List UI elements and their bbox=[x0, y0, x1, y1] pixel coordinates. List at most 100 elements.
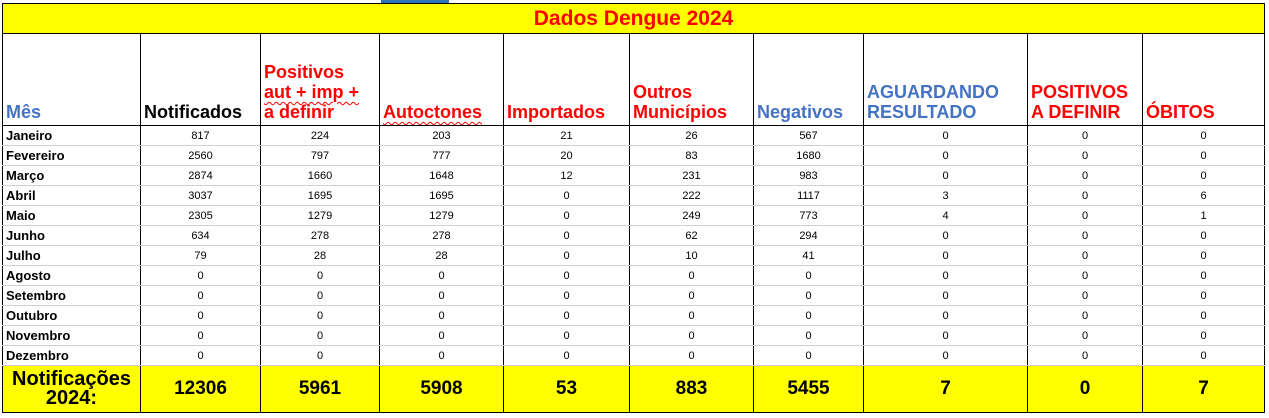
cell-importados: 0 bbox=[503, 305, 630, 326]
cell-outros: 26 bbox=[629, 125, 754, 146]
cell-outros: 83 bbox=[629, 145, 754, 166]
cell-positivos: 1695 bbox=[260, 185, 380, 206]
cell-aguardando: 0 bbox=[863, 225, 1028, 246]
total-notificados: 12306 bbox=[140, 365, 261, 413]
cell-positivos: 0 bbox=[260, 265, 380, 286]
cell-pos-definir: 0 bbox=[1027, 125, 1143, 146]
cell-positivos: 224 bbox=[260, 125, 380, 146]
data-rows: Janeiro 817 224 203 21 26 567 0 0 0 Fevereiro 2560 7… bbox=[2, 125, 1266, 366]
cell-obitos: 0 bbox=[1141, 325, 1266, 346]
cell-importados: 0 bbox=[503, 185, 630, 206]
header-positivos-line2: aut + imp + bbox=[264, 82, 360, 102]
cell-notificados: 79 bbox=[140, 245, 261, 266]
cell-mes: Janeiro bbox=[2, 125, 141, 146]
cell-negativos: 0 bbox=[753, 345, 864, 366]
cell-outros: 0 bbox=[629, 345, 754, 366]
cell-outros: 231 bbox=[629, 165, 754, 186]
header-obitos: ÓBITOS bbox=[1141, 33, 1266, 126]
total-importados: 53 bbox=[503, 365, 630, 413]
cell-positivos: 0 bbox=[260, 305, 380, 326]
cell-notificados: 2560 bbox=[140, 145, 261, 166]
cell-obitos: 0 bbox=[1141, 265, 1266, 286]
cell-autoctones: 777 bbox=[379, 145, 504, 166]
table-row: Maio 2305 1279 1279 0 249 773 4 0 1 bbox=[2, 205, 1266, 226]
cell-importados: 20 bbox=[503, 145, 630, 166]
cell-negativos: 567 bbox=[753, 125, 864, 146]
cell-pos-definir: 0 bbox=[1027, 185, 1143, 206]
total-negativos: 5455 bbox=[753, 365, 864, 413]
totals-label: Notificações 2024: bbox=[2, 365, 141, 413]
total-autoctones: 5908 bbox=[379, 365, 504, 413]
cell-notificados: 0 bbox=[140, 305, 261, 326]
cell-outros: 62 bbox=[629, 225, 754, 246]
total-positivos: 5961 bbox=[260, 365, 380, 413]
cell-importados: 0 bbox=[503, 245, 630, 266]
cell-aguardando: 4 bbox=[863, 205, 1028, 226]
table-row: Março 2874 1660 1648 12 231 983 0 0 0 bbox=[2, 165, 1266, 186]
cell-negativos: 0 bbox=[753, 265, 864, 286]
cell-mes: Maio bbox=[2, 205, 141, 226]
cell-mes: Dezembro bbox=[2, 345, 141, 366]
header-autoctones-text: Autoctones bbox=[383, 102, 482, 122]
cell-notificados: 0 bbox=[140, 345, 261, 366]
cell-outros: 0 bbox=[629, 325, 754, 346]
table-row: Junho 634 278 278 0 62 294 0 0 0 bbox=[2, 225, 1266, 246]
cell-importados: 21 bbox=[503, 125, 630, 146]
cell-mes: Outubro bbox=[2, 305, 141, 326]
cell-positivos: 0 bbox=[260, 345, 380, 366]
header-pos-definir-line1: POSITIVOS bbox=[1031, 82, 1129, 102]
header-negativos: Negativos bbox=[753, 33, 864, 126]
cell-aguardando: 0 bbox=[863, 325, 1028, 346]
cell-negativos: 1117 bbox=[753, 185, 864, 206]
cell-mes: Julho bbox=[2, 245, 141, 266]
cell-autoctones: 203 bbox=[379, 125, 504, 146]
cell-pos-definir: 0 bbox=[1027, 265, 1143, 286]
header-positivos-line1: Positivos bbox=[264, 62, 345, 82]
header-row: Mês Notificados Positivos aut + imp + a … bbox=[2, 33, 1266, 126]
cell-negativos: 0 bbox=[753, 285, 864, 306]
cell-positivos: 278 bbox=[260, 225, 380, 246]
totals-label-line2: 2024: bbox=[45, 387, 98, 409]
cell-notificados: 2874 bbox=[140, 165, 261, 186]
cell-obitos: 0 bbox=[1141, 145, 1266, 166]
cell-obitos: 0 bbox=[1141, 345, 1266, 366]
cell-autoctones: 1648 bbox=[379, 165, 504, 186]
header-outros-line2: Municípios bbox=[633, 102, 727, 122]
header-positivos: Positivos aut + imp + a definir bbox=[260, 33, 380, 126]
header-importados: Importados bbox=[503, 33, 630, 126]
total-outros: 883 bbox=[629, 365, 754, 413]
cell-positivos: 0 bbox=[260, 285, 380, 306]
cell-outros: 0 bbox=[629, 265, 754, 286]
cell-autoctones: 0 bbox=[379, 325, 504, 346]
cell-autoctones: 0 bbox=[379, 285, 504, 306]
cell-mes: Junho bbox=[2, 225, 141, 246]
cell-positivos: 0 bbox=[260, 325, 380, 346]
totals-row: Notificações 2024: 12306 5961 5908 53 88… bbox=[2, 365, 1266, 413]
cell-importados: 0 bbox=[503, 265, 630, 286]
table-row: Outubro 0 0 0 0 0 0 0 0 0 bbox=[2, 305, 1266, 326]
cell-positivos: 1279 bbox=[260, 205, 380, 226]
header-outros: Outros Municípios bbox=[629, 33, 754, 126]
cell-obitos: 0 bbox=[1141, 165, 1266, 186]
cell-obitos: 0 bbox=[1141, 245, 1266, 266]
cell-outros: 0 bbox=[629, 285, 754, 306]
cell-negativos: 294 bbox=[753, 225, 864, 246]
table-row: Fevereiro 2560 797 777 20 83 1680 0 0 0 bbox=[2, 145, 1266, 166]
cell-aguardando: 0 bbox=[863, 165, 1028, 186]
cell-importados: 0 bbox=[503, 225, 630, 246]
cell-autoctones: 1695 bbox=[379, 185, 504, 206]
total-pos-definir: 0 bbox=[1027, 365, 1143, 413]
cell-mes: Agosto bbox=[2, 265, 141, 286]
header-positivos-line3: a definir bbox=[264, 102, 335, 122]
cell-outros: 0 bbox=[629, 305, 754, 326]
header-outros-line1: Outros bbox=[633, 82, 693, 102]
table-row: Janeiro 817 224 203 21 26 567 0 0 0 bbox=[2, 125, 1266, 146]
cell-negativos: 983 bbox=[753, 165, 864, 186]
cell-notificados: 0 bbox=[140, 265, 261, 286]
cell-aguardando: 0 bbox=[863, 265, 1028, 286]
cell-positivos: 1660 bbox=[260, 165, 380, 186]
cell-notificados: 817 bbox=[140, 125, 261, 146]
cell-negativos: 0 bbox=[753, 305, 864, 326]
cell-pos-definir: 0 bbox=[1027, 245, 1143, 266]
